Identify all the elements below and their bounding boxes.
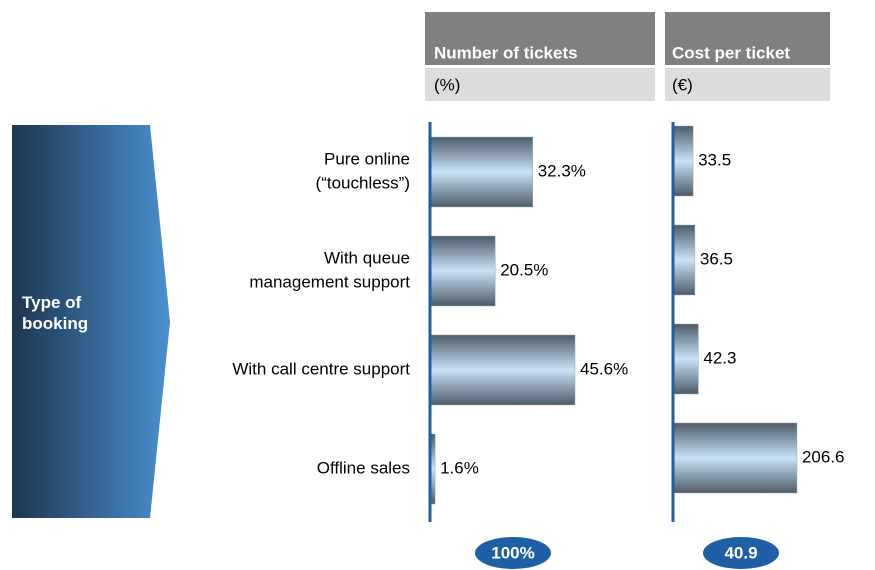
data-label: 20.5% — [500, 260, 548, 279]
data-label: 33.5 — [698, 150, 731, 169]
data-label: 32.3% — [538, 161, 586, 180]
bar — [672, 422, 798, 494]
row-title: Type of booking — [22, 293, 89, 333]
bar — [429, 136, 533, 208]
bar — [429, 334, 576, 406]
category-label: With call centre support — [232, 359, 410, 378]
header-box — [425, 12, 655, 65]
header-box — [665, 12, 830, 65]
bar — [672, 224, 696, 296]
subheader-box — [425, 68, 655, 101]
total-badge — [703, 537, 779, 569]
data-label: 1.6% — [440, 458, 479, 477]
data-label: 45.6% — [580, 359, 628, 378]
category-label: Pure online — [324, 149, 410, 168]
data-label: 42.3 — [703, 348, 736, 367]
category-label: (“touchless”) — [316, 173, 410, 192]
category-label: Offline sales — [317, 458, 410, 477]
bar — [672, 125, 694, 197]
category-label: management support — [249, 272, 410, 291]
panel-title: Number of tickets — [434, 43, 578, 62]
total-badge — [475, 537, 551, 569]
total-label: 100% — [491, 543, 534, 562]
row-header-arrow — [12, 125, 170, 518]
panel-title: Cost per ticket — [672, 43, 790, 62]
bar — [429, 235, 496, 307]
panel-subtitle: (€) — [672, 75, 693, 94]
subheader-box — [665, 68, 830, 101]
total-label: 40.9 — [724, 543, 757, 562]
panel-subtitle: (%) — [434, 75, 460, 94]
data-label: 206.6 — [802, 447, 845, 466]
data-label: 36.5 — [700, 249, 733, 268]
bar — [672, 323, 699, 395]
category-label: With queue — [324, 248, 410, 267]
